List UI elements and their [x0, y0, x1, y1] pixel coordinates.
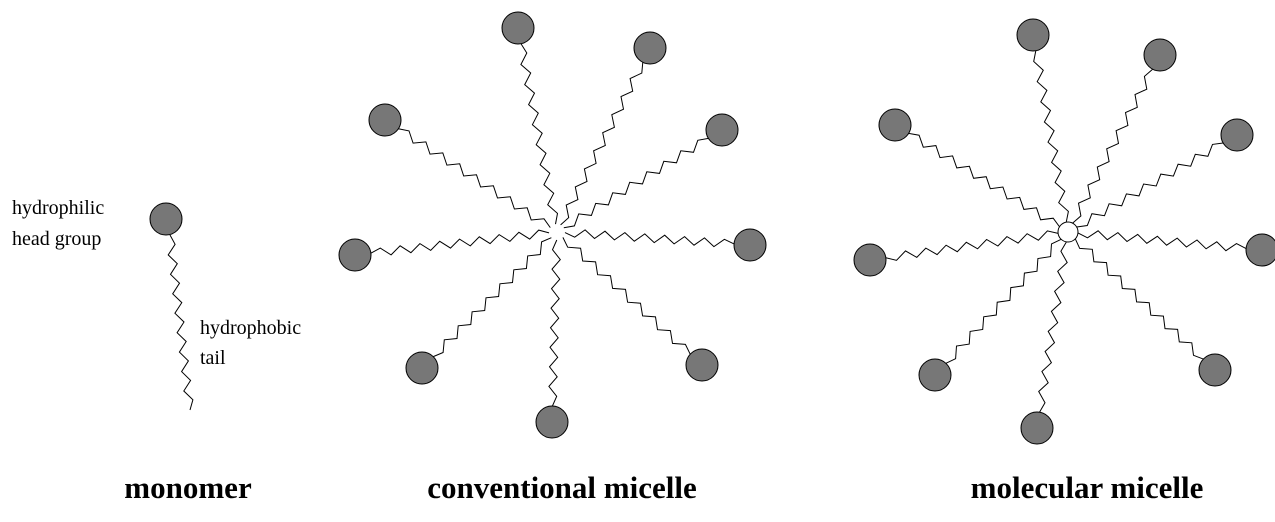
tail [1039, 242, 1068, 412]
head-group [706, 114, 738, 146]
head-group [734, 229, 766, 261]
head-group [406, 352, 438, 384]
tail [521, 44, 558, 224]
head-group [150, 203, 182, 235]
tail [433, 238, 551, 357]
caption: monomer [124, 470, 252, 505]
tail [564, 138, 709, 227]
tail [946, 239, 1061, 363]
head-group [686, 349, 718, 381]
head-group [369, 104, 401, 136]
tail-label: tail [200, 347, 226, 369]
tail [1073, 69, 1153, 223]
head-group [1144, 39, 1176, 71]
tail [1078, 231, 1246, 251]
head-label: head group [12, 228, 101, 250]
head-group [919, 359, 951, 391]
tail [561, 62, 643, 225]
head-group [634, 32, 666, 64]
head-group [1017, 19, 1049, 51]
head-label: hydrophilic [12, 197, 104, 219]
head-group [339, 239, 371, 271]
head-group [1221, 119, 1253, 151]
head-group [1021, 412, 1053, 444]
caption: conventional micelle [427, 470, 696, 505]
head-group [879, 109, 911, 141]
tail [549, 240, 560, 406]
head-group [854, 244, 886, 276]
tail [565, 230, 734, 247]
tail [371, 230, 549, 255]
head-group [1199, 354, 1231, 386]
tail [1075, 239, 1203, 359]
tail [886, 231, 1058, 260]
tail [1077, 143, 1223, 227]
tail [563, 237, 690, 354]
tail [398, 129, 550, 228]
head-group [1246, 234, 1275, 266]
head-group [502, 12, 534, 44]
tail [1034, 51, 1069, 222]
molecules [150, 12, 1275, 444]
tail [909, 133, 1060, 226]
head-group [536, 406, 568, 438]
tail [168, 235, 193, 410]
micelle-diagram: hydrophilic head group hydrophobic tail … [0, 0, 1275, 522]
tail-label: hydrophobic [200, 317, 301, 339]
caption: molecular micelle [971, 470, 1204, 505]
